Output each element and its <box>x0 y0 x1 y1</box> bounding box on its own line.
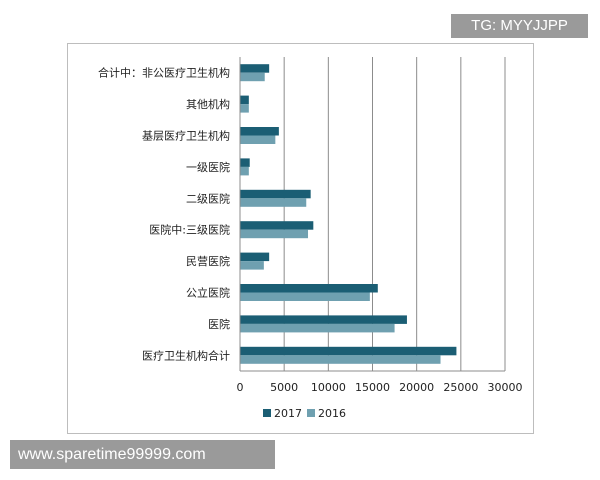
bar-chart: 合计中：非公医疗卫生机构其他机构基层医疗卫生机构一级医院二级医院医院中:三级医院… <box>98 57 523 420</box>
bar-2016 <box>240 166 249 176</box>
bar-2016 <box>240 355 441 364</box>
bar-2016 <box>240 261 264 270</box>
legend-label: 2016 <box>318 407 346 420</box>
legend-label: 2017 <box>274 407 302 420</box>
category-label: 医院中:三级医院 <box>149 223 230 237</box>
bar-2017 <box>240 252 270 262</box>
watermark-top: TG: MYYJJPP <box>451 14 588 38</box>
x-tick-label: 20000 <box>399 381 434 394</box>
bar-2016 <box>240 135 276 144</box>
category-label: 一级医院 <box>186 160 230 174</box>
bar-2016 <box>240 229 309 239</box>
category-label: 基层医疗卫生机构 <box>142 129 230 143</box>
bar-2017 <box>240 95 249 105</box>
x-tick-label: 5000 <box>270 381 298 394</box>
x-tick-label: 0 <box>237 381 244 394</box>
x-tick-label: 30000 <box>488 381 523 394</box>
bar-2017 <box>240 64 270 73</box>
category-label: 其他机构 <box>186 97 230 111</box>
legend-swatch <box>307 409 315 417</box>
bar-2017 <box>240 189 311 199</box>
x-tick-label: 15000 <box>355 381 390 394</box>
bar-2017 <box>240 158 250 167</box>
bars <box>240 64 457 364</box>
bar-2016 <box>240 323 395 333</box>
x-tick-label: 25000 <box>443 381 478 394</box>
axes <box>239 57 505 372</box>
bar-2016 <box>240 104 249 113</box>
bar-2016 <box>240 72 265 82</box>
legend-swatch <box>263 409 271 417</box>
x-tick-label: 10000 <box>311 381 346 394</box>
watermark-bottom: www.sparetime99999.com <box>10 440 275 469</box>
legend: 2017 2016 <box>263 407 346 420</box>
category-labels: 合计中：非公医疗卫生机构其他机构基层医疗卫生机构一级医院二级医院医院中:三级医院… <box>98 66 230 363</box>
bar-2017 <box>240 315 407 324</box>
category-label: 合计中：非公医疗卫生机构 <box>98 66 230 80</box>
bar-2017 <box>240 221 314 230</box>
bar-2016 <box>240 292 370 301</box>
category-label: 医院 <box>208 317 230 331</box>
bar-2017 <box>240 127 279 136</box>
chart-frame: 合计中：非公医疗卫生机构其他机构基层医疗卫生机构一级医院二级医院医院中:三级医院… <box>67 43 534 434</box>
tick-labels: 0 5000 10000 15000 20000 25000 30000 <box>237 381 523 394</box>
bar-2017 <box>240 284 378 293</box>
category-label: 二级医院 <box>186 191 230 205</box>
category-label: 医疗卫生机构合计 <box>142 348 230 362</box>
category-label: 公立医院 <box>186 286 230 300</box>
category-label: 民营医院 <box>186 254 230 268</box>
bar-2016 <box>240 198 307 207</box>
bar-2017 <box>240 346 457 356</box>
